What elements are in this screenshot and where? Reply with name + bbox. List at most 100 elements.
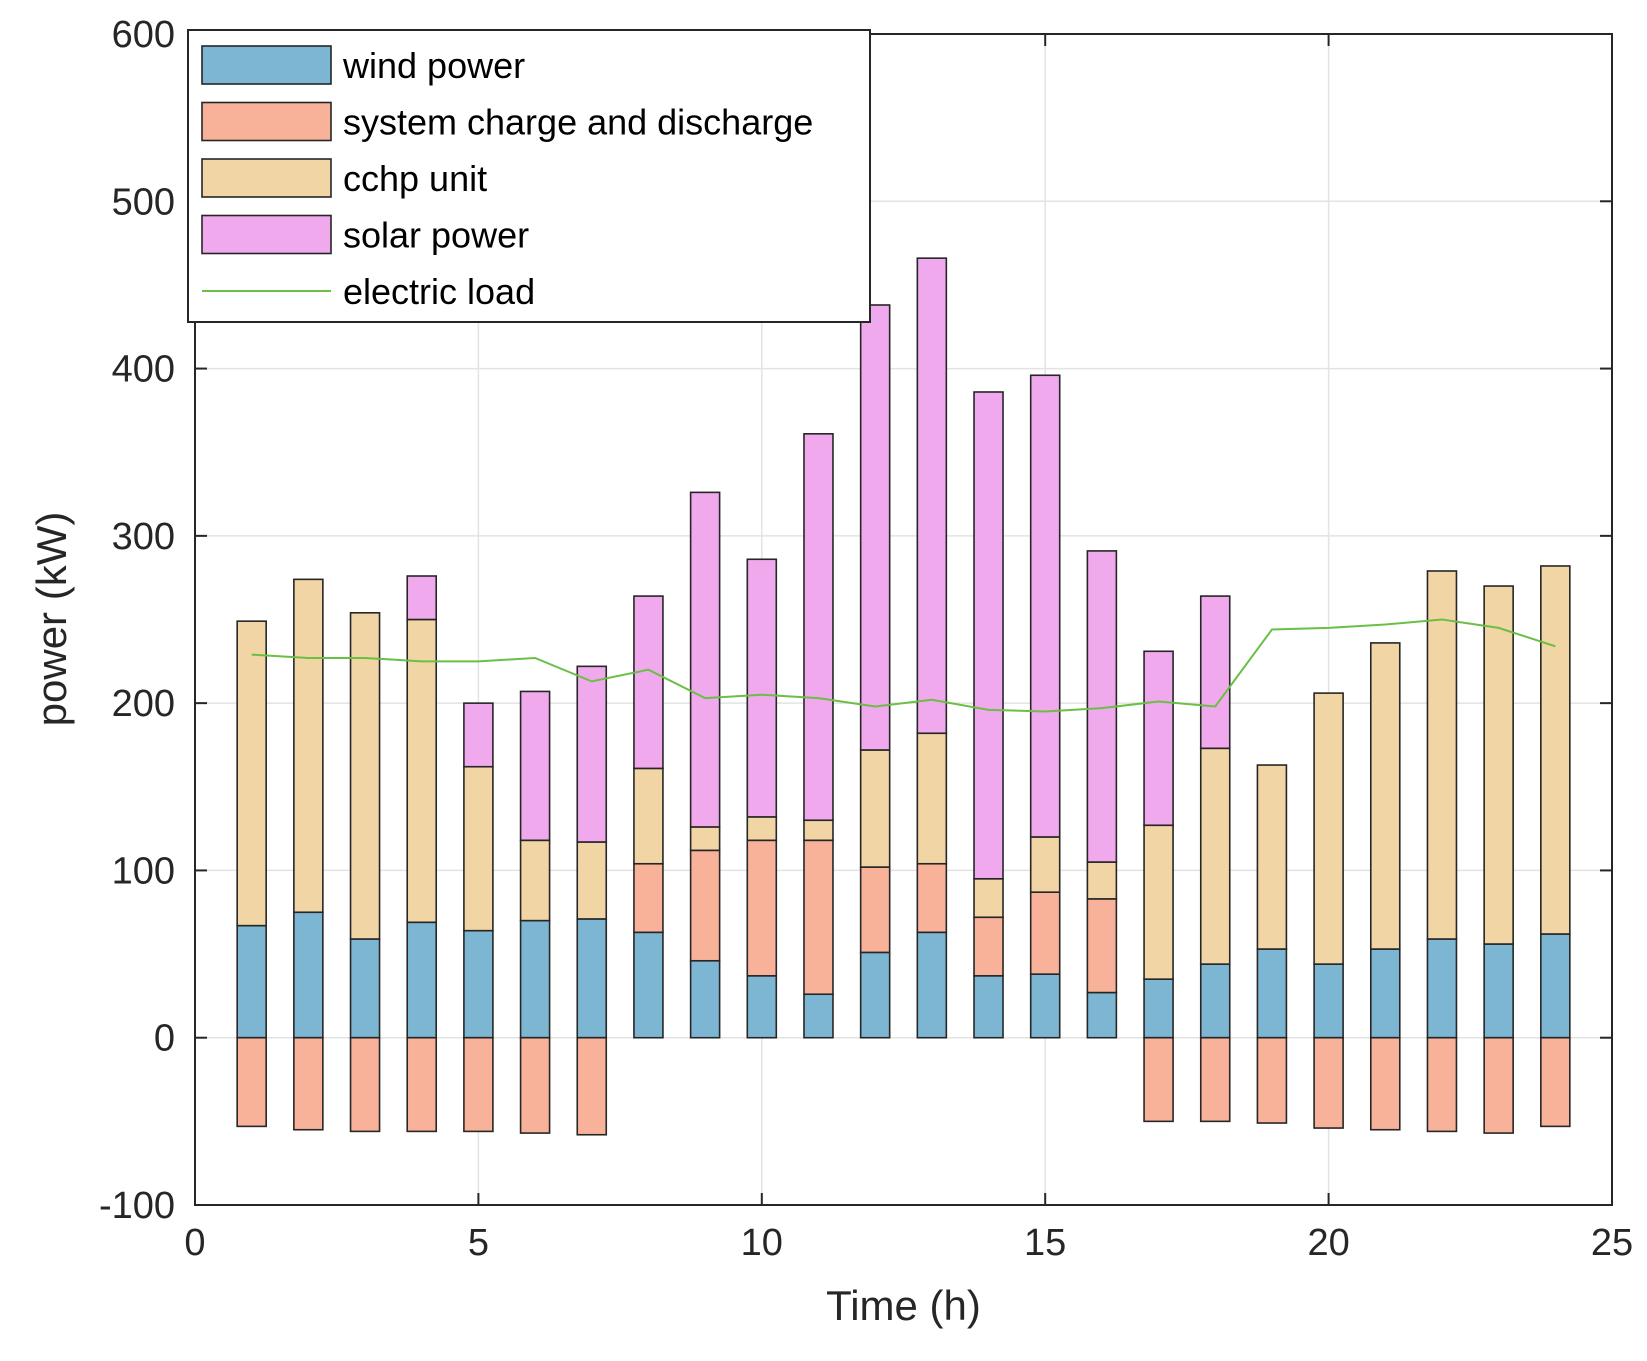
bar-wind-power-7	[576, 918, 608, 1039]
y-tick-label: 200	[112, 683, 175, 725]
y-tick-label: 100	[112, 850, 175, 892]
bar-solar-power-13	[916, 257, 948, 735]
bar-wind-power-18	[1199, 963, 1231, 1039]
bar-cchp-unit-20	[1313, 692, 1344, 965]
bar-wind-power-13	[916, 931, 948, 1039]
bar-cchp-unit-2	[293, 578, 324, 914]
bar-wind-power-5	[463, 929, 494, 1039]
bar-wind-power-4	[406, 921, 438, 1039]
bar-system-charge-and-discharge-22	[1426, 1036, 1458, 1133]
bar-system-charge-and-discharge-14	[973, 916, 1004, 977]
bar-cchp-unit-17	[1143, 824, 1174, 980]
bar-solar-power-18	[1199, 595, 1231, 750]
bar-cchp-unit-13	[916, 732, 948, 865]
legend-label: cchp unit	[343, 158, 487, 199]
x-tick-label: 20	[1307, 1222, 1349, 1264]
bar-system-charge-and-discharge-9	[689, 849, 721, 962]
bar-system-charge-and-discharge-18	[1199, 1036, 1231, 1123]
legend-label: electric load	[343, 271, 535, 312]
bar-cchp-unit-9	[689, 826, 721, 852]
bar-solar-power-17	[1143, 650, 1174, 827]
y-tick-label: 600	[112, 14, 175, 56]
plot-frame	[194, 33, 1613, 1206]
bar-wind-power-15	[1029, 973, 1061, 1039]
bar-system-charge-and-discharge-8	[633, 862, 664, 934]
bar-system-charge-and-discharge-24	[1540, 1036, 1571, 1128]
bar-system-charge-and-discharge-7	[576, 1036, 608, 1136]
bar-system-charge-and-discharge-5	[463, 1036, 494, 1133]
bar-system-charge-and-discharge-11	[803, 839, 834, 996]
legend: wind power system charge and discharge cch…	[187, 29, 871, 323]
bar-system-charge-and-discharge-20	[1313, 1036, 1344, 1129]
bar-wind-power-3	[349, 938, 381, 1039]
bar-cchp-unit-12	[859, 749, 891, 868]
bar-solar-power-11	[803, 433, 834, 822]
bar-solar-power-6	[519, 690, 551, 842]
bar-system-charge-and-discharge-23	[1483, 1036, 1514, 1134]
bar-cchp-unit-7	[576, 841, 608, 920]
bar-solar-power-5	[463, 702, 494, 768]
bar-wind-power-10	[746, 975, 778, 1039]
y-axis-label: power (kW)	[28, 512, 75, 727]
legend-swatch	[201, 45, 332, 85]
bar-cchp-unit-3	[349, 612, 381, 940]
bar-cchp-unit-8	[633, 767, 664, 865]
bar-solar-power-15	[1029, 374, 1061, 838]
line-series	[251, 618, 1556, 713]
bar-wind-power-14	[973, 975, 1004, 1039]
y-tick-label: 400	[112, 349, 175, 391]
bar-wind-power-24	[1540, 933, 1571, 1039]
bar-wind-power-9	[689, 959, 721, 1039]
legend-swatch	[201, 158, 332, 198]
bar-solar-power-12	[859, 304, 891, 751]
legend-swatch	[201, 101, 332, 142]
bar-cchp-unit-4	[406, 618, 438, 924]
bar-system-charge-and-discharge-21	[1369, 1036, 1401, 1131]
bar-solar-power-10	[746, 558, 778, 818]
legend-label: wind power	[342, 45, 525, 86]
bar-cchp-unit-16	[1086, 861, 1118, 900]
bar-cchp-unit-6	[519, 839, 551, 922]
bar-cchp-unit-1	[236, 620, 267, 927]
bar-wind-power-19	[1256, 948, 1288, 1039]
bar-cchp-unit-19	[1256, 764, 1288, 950]
bar-system-charge-and-discharge-3	[349, 1036, 381, 1133]
bar-solar-power-9	[689, 491, 721, 828]
bar-system-charge-and-discharge-6	[519, 1036, 551, 1134]
bar-system-charge-and-discharge-2	[293, 1036, 324, 1131]
bar-wind-power-23	[1483, 943, 1514, 1039]
bar-solar-power-8	[633, 595, 664, 770]
bar-system-charge-and-discharge-12	[859, 866, 891, 954]
bar-system-charge-and-discharge-1	[236, 1036, 267, 1128]
bar-wind-power-20	[1313, 963, 1344, 1039]
bar-solar-power-7	[576, 665, 608, 843]
y-tick-label: 500	[112, 181, 175, 223]
bar-system-charge-and-discharge-16	[1086, 898, 1118, 994]
bar-solar-power-4	[406, 575, 438, 621]
x-tick-label: 15	[1024, 1222, 1066, 1264]
bar-cchp-unit-24	[1540, 565, 1571, 935]
bar-system-charge-and-discharge-13	[916, 862, 948, 934]
y-tick-label: -100	[99, 1185, 175, 1227]
bar-system-charge-and-discharge-19	[1256, 1036, 1288, 1124]
legend-swatch	[201, 214, 332, 255]
legend-label: solar power	[343, 215, 529, 256]
bar-wind-power-12	[859, 951, 891, 1039]
bar-wind-power-2	[293, 911, 324, 1039]
x-axis-label: Time (h)	[826, 1282, 981, 1329]
bar-series	[236, 257, 1571, 1136]
bar-wind-power-21	[1369, 948, 1401, 1039]
legend-label: system charge and discharge	[343, 102, 813, 143]
bar-wind-power-22	[1426, 938, 1458, 1039]
bar-cchp-unit-22	[1426, 570, 1458, 940]
bar-cchp-unit-11	[803, 819, 834, 842]
bar-cchp-unit-14	[973, 877, 1004, 919]
bar-system-charge-and-discharge-10	[746, 839, 778, 977]
bar-wind-power-17	[1143, 978, 1174, 1039]
bar-solar-power-14	[973, 391, 1004, 880]
bar-system-charge-and-discharge-15	[1029, 891, 1061, 975]
bar-cchp-unit-21	[1369, 642, 1401, 950]
x-tick-label: 0	[184, 1222, 205, 1264]
bar-cchp-unit-15	[1029, 836, 1061, 893]
bar-system-charge-and-discharge-17	[1143, 1036, 1174, 1123]
